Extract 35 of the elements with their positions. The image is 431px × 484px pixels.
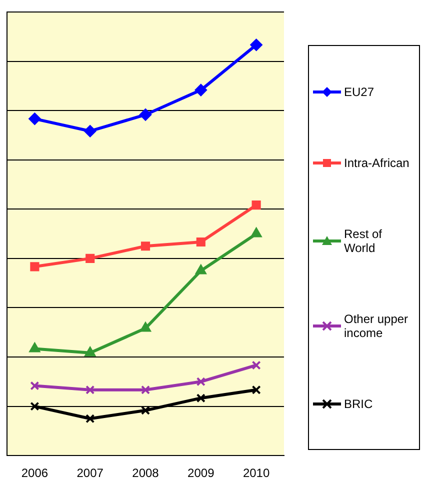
legend-label: Rest of World bbox=[344, 226, 384, 254]
point bbox=[30, 381, 40, 390]
point bbox=[250, 228, 262, 238]
point bbox=[196, 264, 206, 274]
point bbox=[86, 385, 95, 394]
legend-label: BRIC bbox=[344, 396, 373, 410]
point bbox=[86, 414, 95, 424]
x-tick-label: 2009 bbox=[188, 466, 215, 480]
point bbox=[196, 394, 206, 403]
point bbox=[28, 112, 41, 125]
legend-label: EU27 bbox=[344, 84, 374, 98]
point bbox=[84, 346, 96, 356]
point bbox=[196, 377, 206, 386]
point bbox=[140, 385, 150, 394]
point bbox=[140, 108, 152, 121]
x-tick-label: 2010 bbox=[242, 466, 270, 480]
legend-label: Intra-African bbox=[344, 156, 410, 170]
point bbox=[252, 360, 261, 370]
point bbox=[84, 125, 96, 138]
point bbox=[140, 406, 150, 415]
point bbox=[140, 242, 150, 251]
x-tick-label: 2007 bbox=[76, 466, 104, 480]
point bbox=[140, 322, 151, 332]
point bbox=[194, 84, 207, 96]
point bbox=[250, 38, 262, 51]
point bbox=[86, 254, 95, 263]
x-tick-label: 2008 bbox=[132, 466, 160, 480]
legend-label: Other upper income bbox=[344, 312, 410, 340]
point bbox=[29, 342, 40, 352]
point bbox=[30, 402, 40, 411]
point bbox=[196, 237, 206, 247]
point bbox=[252, 385, 261, 394]
point bbox=[30, 262, 40, 272]
x-tick-label: 2006 bbox=[21, 466, 48, 480]
point bbox=[252, 200, 261, 210]
